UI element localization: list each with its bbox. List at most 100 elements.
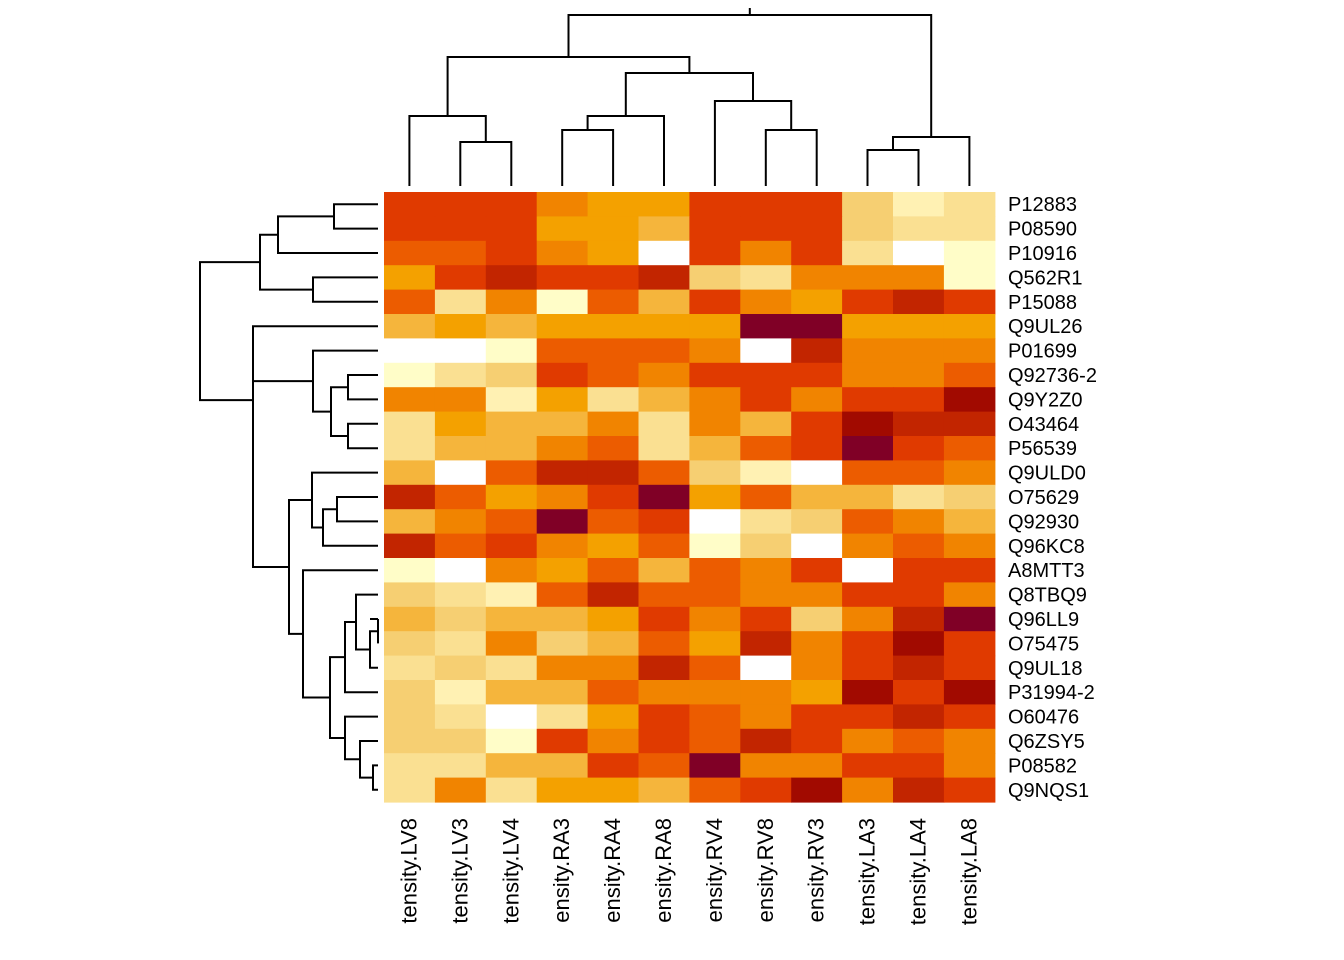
heatmap-cell — [384, 728, 436, 754]
heatmap-cell — [740, 436, 792, 461]
heatmap-cell — [791, 533, 843, 559]
heatmap-cell — [485, 411, 538, 437]
heatmap-cell — [791, 240, 843, 266]
heatmap-cell — [689, 314, 741, 339]
row-label: P31994-2 — [1008, 682, 1095, 704]
dendrogram-link — [866, 149, 920, 186]
heatmap-cell — [842, 289, 894, 315]
heatmap-cell — [587, 777, 640, 803]
heatmap-cell — [689, 338, 741, 364]
row-label: Q9Y2Z0 — [1008, 389, 1082, 411]
heatmap-cell — [740, 289, 792, 315]
heatmap-cell — [434, 680, 487, 705]
heatmap-cell — [893, 680, 945, 705]
heatmap-cell — [740, 631, 792, 657]
heatmap-cell — [638, 558, 690, 583]
heatmap-cell — [943, 240, 996, 266]
heatmap-cell — [842, 680, 894, 705]
dendrogram-link — [359, 740, 378, 779]
heatmap-cell — [791, 484, 843, 510]
heatmap-cell — [485, 606, 538, 632]
heatmap-cell — [638, 582, 690, 608]
heatmap-cell — [689, 655, 741, 681]
column-label: ensity.RV4 — [702, 818, 727, 922]
heatmap-cell — [842, 582, 894, 608]
heatmap-cell — [384, 387, 436, 413]
heatmap-cell — [689, 777, 741, 803]
row-label: Q96KC8 — [1008, 536, 1085, 558]
heatmap-cell — [536, 460, 589, 486]
dendrogram-link — [252, 325, 378, 474]
heatmap-cell — [893, 387, 945, 413]
heatmap-cell — [791, 265, 843, 291]
heatmap-cell — [740, 753, 792, 779]
heatmap-cell — [689, 509, 741, 535]
heatmap-cell — [893, 289, 945, 315]
heatmap-cell — [740, 192, 792, 217]
heatmap-cell — [587, 484, 640, 510]
heatmap-cell — [740, 558, 792, 583]
heatmap-cell — [384, 314, 436, 339]
heatmap-cell — [943, 387, 996, 413]
heatmap-cell — [791, 582, 843, 608]
heatmap-cell — [689, 265, 741, 291]
heatmap-cell — [587, 704, 640, 730]
row-label: Q9ULD0 — [1008, 463, 1086, 485]
heatmap-cell — [943, 533, 996, 559]
row-label: Q92736-2 — [1008, 365, 1097, 387]
heatmap-cell — [791, 753, 843, 779]
heatmap-cell — [434, 753, 487, 779]
row-label: Q6ZSY5 — [1008, 731, 1085, 753]
heatmap-cell — [587, 362, 640, 388]
heatmap-cell — [893, 436, 945, 461]
heatmap-cell — [740, 265, 792, 291]
heatmap-cell — [384, 240, 436, 266]
heatmap-cell — [536, 704, 589, 730]
heatmap-cell — [740, 411, 792, 437]
heatmap-cell — [943, 216, 996, 242]
heatmap-cell — [384, 436, 436, 461]
heatmap-cell — [689, 704, 741, 730]
heatmap-cell — [893, 558, 945, 583]
heatmap-cell — [740, 582, 792, 608]
heatmap-cell — [842, 704, 894, 730]
heatmap-cell — [384, 680, 436, 705]
heatmap-cell — [689, 631, 741, 657]
heatmap-cell — [893, 533, 945, 559]
heatmap-cell — [536, 582, 589, 608]
heatmap-cell — [893, 728, 945, 754]
heatmap-cell — [740, 216, 792, 242]
heatmap-cell — [943, 314, 996, 339]
heatmap-cell — [791, 289, 843, 315]
row-label: A8MTT3 — [1008, 560, 1085, 582]
dendrogram-link — [288, 499, 312, 635]
heatmap-cell — [893, 411, 945, 437]
heatmap-cell — [943, 680, 996, 705]
dendrogram-link — [336, 496, 378, 523]
row-label: P56539 — [1008, 438, 1077, 460]
heatmap-cell — [689, 606, 741, 632]
heatmap-cell — [384, 606, 436, 632]
heatmap-cell — [791, 460, 843, 486]
heatmap-cell — [943, 558, 996, 583]
heatmap-cell — [536, 192, 589, 217]
heatmap-cell — [485, 728, 538, 754]
heatmap-cell — [536, 411, 589, 437]
heatmap-cell — [943, 509, 996, 535]
heatmap-cell — [842, 631, 894, 657]
heatmap-cell — [587, 216, 640, 242]
heatmap-cell — [587, 753, 640, 779]
heatmap-cell — [434, 314, 487, 339]
heatmap-cell — [638, 606, 690, 632]
heatmap-cell — [943, 753, 996, 779]
column-labels: tensity.LV8 tensity.LV3 tensity.LV4 ensity.… — [396, 818, 981, 925]
heatmap-cell — [791, 338, 843, 364]
heatmap-cell — [536, 338, 589, 364]
heatmap-cell — [791, 362, 843, 388]
heatmap-cell — [638, 265, 690, 291]
heatmap-cell — [791, 216, 843, 242]
heatmap-cell — [536, 484, 589, 510]
heatmap-cell — [536, 680, 589, 705]
column-label: ensity.RA3 — [549, 818, 574, 923]
heatmap-cell — [434, 631, 487, 657]
